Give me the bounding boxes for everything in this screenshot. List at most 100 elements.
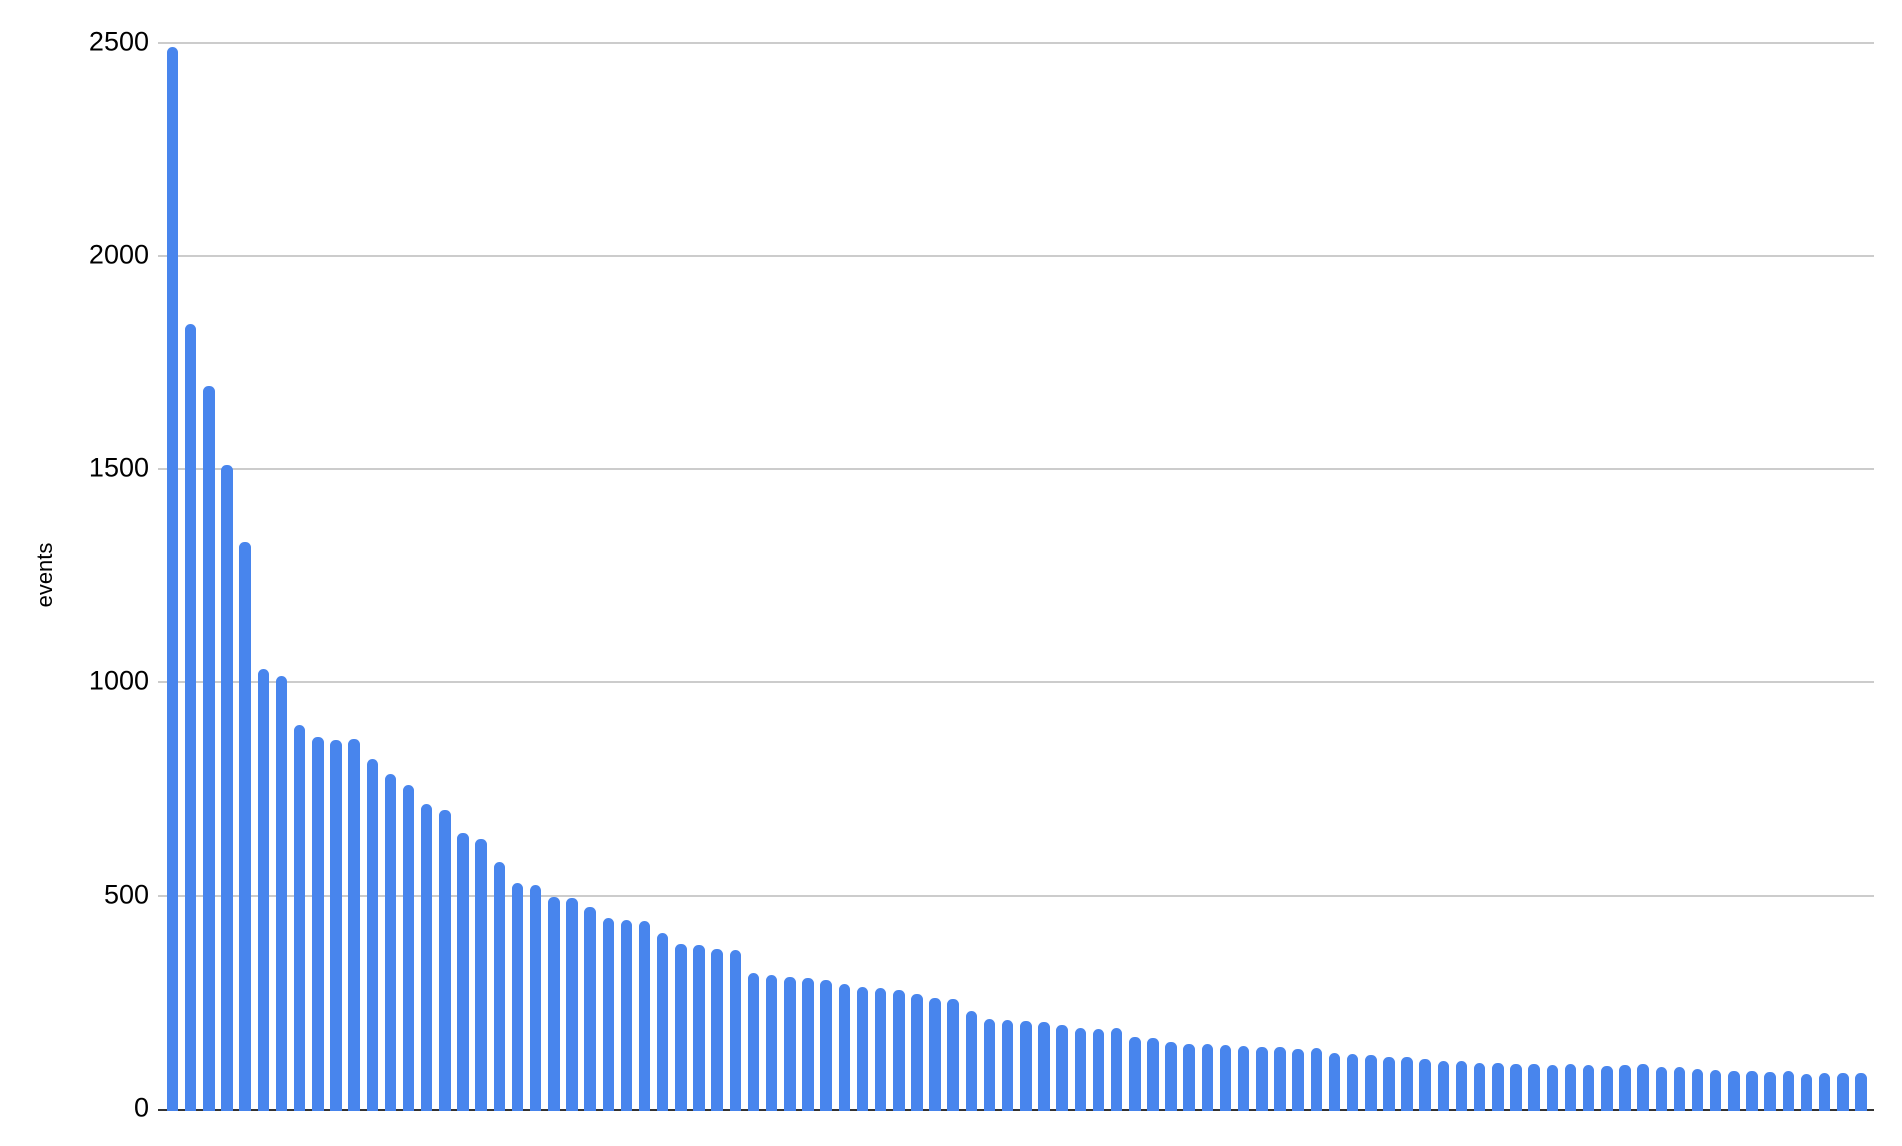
bar-81[interactable] [1619, 1064, 1631, 1111]
bar-21[interactable] [529, 884, 542, 1111]
bar-72[interactable] [1455, 1060, 1468, 1111]
bar-82[interactable] [1637, 1063, 1649, 1111]
bar-84[interactable] [1673, 1066, 1686, 1111]
bar-25[interactable] [602, 917, 615, 1111]
gridline-1500 [158, 468, 1874, 471]
bar-57[interactable] [1183, 1043, 1195, 1111]
bar-20[interactable] [511, 882, 524, 1111]
bar-44[interactable] [947, 998, 959, 1111]
bar-52[interactable] [1092, 1028, 1105, 1111]
bar-14[interactable] [402, 784, 415, 1111]
bar-37[interactable] [820, 980, 832, 1111]
bar-83[interactable] [1655, 1066, 1667, 1111]
bar-45[interactable] [965, 1011, 978, 1111]
bar-68[interactable] [1383, 1056, 1395, 1111]
bar-67[interactable] [1365, 1054, 1377, 1111]
bar-29[interactable] [675, 944, 687, 1111]
bar-38[interactable] [838, 984, 851, 1111]
bar-43[interactable] [929, 998, 941, 1111]
bar-27[interactable] [638, 921, 651, 1111]
bar-47[interactable] [1001, 1019, 1014, 1111]
gridline-2000 [158, 254, 1874, 257]
bar-41[interactable] [893, 990, 905, 1111]
bar-69[interactable] [1401, 1056, 1413, 1111]
bar-22[interactable] [548, 896, 560, 1111]
bar-18[interactable] [475, 838, 487, 1111]
bar-71[interactable] [1437, 1060, 1450, 1111]
y-tick-label: 2000 [88, 239, 149, 270]
bar-40[interactable] [874, 987, 887, 1111]
bar-2[interactable] [184, 324, 197, 1111]
bar-76[interactable] [1528, 1064, 1540, 1111]
bar-26[interactable] [620, 919, 633, 1111]
bar-75[interactable] [1510, 1063, 1522, 1111]
bar-56[interactable] [1165, 1042, 1177, 1111]
bar-36[interactable] [802, 978, 814, 1111]
bar-60[interactable] [1237, 1045, 1250, 1111]
bar-48[interactable] [1020, 1021, 1032, 1111]
bar-91[interactable] [1800, 1074, 1813, 1111]
bar-77[interactable] [1546, 1064, 1559, 1111]
bar-46[interactable] [983, 1019, 996, 1111]
bar-1[interactable] [166, 46, 179, 1111]
bar-31[interactable] [711, 949, 723, 1111]
y-tick-label: 500 [103, 879, 149, 910]
bar-16[interactable] [439, 810, 451, 1111]
bar-19[interactable] [493, 862, 506, 1111]
bar-5[interactable] [239, 541, 251, 1111]
bar-59[interactable] [1219, 1044, 1232, 1111]
bar-6[interactable] [257, 668, 270, 1111]
bar-33[interactable] [747, 973, 760, 1111]
bar-30[interactable] [693, 945, 705, 1111]
bar-86[interactable] [1709, 1069, 1722, 1111]
bar-3[interactable] [203, 386, 215, 1111]
bar-7[interactable] [275, 675, 288, 1111]
bar-65[interactable] [1328, 1053, 1341, 1111]
bar-11[interactable] [348, 738, 360, 1111]
bar-50[interactable] [1056, 1024, 1068, 1111]
bar-58[interactable] [1201, 1044, 1214, 1111]
bar-17[interactable] [457, 833, 469, 1111]
bar-32[interactable] [729, 950, 742, 1111]
bar-94[interactable] [1855, 1072, 1867, 1111]
bar-9[interactable] [312, 737, 324, 1111]
bar-63[interactable] [1292, 1048, 1304, 1111]
bar-42[interactable] [911, 994, 923, 1111]
bar-35[interactable] [784, 977, 796, 1111]
bar-15[interactable] [420, 803, 433, 1111]
bar-51[interactable] [1074, 1027, 1087, 1111]
bar-87[interactable] [1728, 1071, 1740, 1111]
bar-89[interactable] [1764, 1071, 1776, 1111]
bar-12[interactable] [366, 759, 378, 1111]
bar-90[interactable] [1782, 1071, 1795, 1111]
bar-39[interactable] [856, 987, 869, 1111]
bar-85[interactable] [1691, 1068, 1704, 1111]
bar-73[interactable] [1473, 1062, 1486, 1111]
bar-4[interactable] [221, 464, 233, 1111]
bar-78[interactable] [1564, 1063, 1577, 1111]
bar-55[interactable] [1147, 1037, 1159, 1111]
bar-64[interactable] [1310, 1048, 1323, 1111]
bar-23[interactable] [566, 898, 578, 1111]
bar-61[interactable] [1256, 1046, 1268, 1111]
bar-62[interactable] [1274, 1046, 1286, 1111]
bar-8[interactable] [293, 725, 306, 1111]
y-tick-label: 1000 [88, 665, 149, 696]
bar-24[interactable] [584, 907, 596, 1111]
bar-34[interactable] [765, 975, 778, 1111]
bar-54[interactable] [1129, 1036, 1141, 1111]
bar-66[interactable] [1346, 1054, 1359, 1111]
bar-53[interactable] [1110, 1027, 1123, 1111]
bar-74[interactable] [1492, 1062, 1504, 1111]
bar-13[interactable] [384, 773, 397, 1111]
bar-93[interactable] [1837, 1072, 1849, 1111]
bar-70[interactable] [1419, 1058, 1431, 1111]
plot-area [158, 0, 1874, 1111]
bar-28[interactable] [656, 933, 669, 1111]
bar-49[interactable] [1038, 1022, 1050, 1111]
bar-79[interactable] [1582, 1064, 1595, 1111]
bar-92[interactable] [1818, 1073, 1831, 1111]
bar-10[interactable] [330, 739, 342, 1111]
bar-88[interactable] [1746, 1071, 1758, 1111]
bar-80[interactable] [1601, 1065, 1613, 1111]
